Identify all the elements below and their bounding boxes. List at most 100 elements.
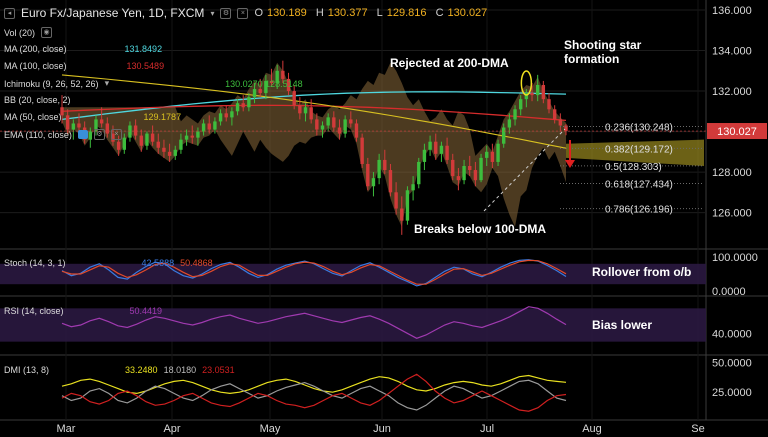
- chevron-down-icon[interactable]: ▾: [210, 8, 215, 18]
- close-icon[interactable]: ×: [237, 7, 249, 19]
- candle: [230, 107, 234, 126]
- adx-line: [61, 374, 567, 395]
- stoch-tick-label: 100.0000: [712, 252, 758, 264]
- indicator-value: 33.2480: [125, 365, 158, 375]
- candle: [235, 99, 240, 116]
- fib-label: 0.382(129.172): [605, 144, 673, 155]
- indicator-value: 50.4868: [180, 258, 213, 268]
- candle-body: [286, 78, 291, 92]
- high-label: H: [315, 7, 324, 19]
- time-tick-label: Jun: [373, 423, 391, 435]
- candle-body: [218, 113, 223, 122]
- candle-body: [388, 170, 393, 193]
- price-tick-label: 126.000: [712, 208, 752, 220]
- candle-body: [88, 131, 93, 140]
- candle: [88, 127, 93, 148]
- settings-icon[interactable]: ⚙: [220, 7, 232, 19]
- candle-body: [309, 107, 313, 120]
- candle-body: [213, 121, 217, 130]
- indicator-ma50[interactable]: MA (50, close) 129.1787: [4, 112, 181, 122]
- candle: [366, 157, 370, 191]
- candle-body: [451, 159, 455, 177]
- close-icon[interactable]: ×: [110, 129, 122, 140]
- candle: [564, 123, 568, 136]
- candle-body: [417, 161, 421, 185]
- last-price-tag: [707, 123, 767, 140]
- candle: [507, 113, 512, 134]
- candle: [179, 133, 183, 154]
- indicator-bb[interactable]: BB (20, close, 2): [4, 95, 71, 105]
- candle-body: [111, 133, 115, 142]
- candle: [535, 74, 540, 102]
- down-arrow-head: [565, 160, 575, 168]
- symbol-title[interactable]: Euro Fx/Japanese Yen, 1D, FXCM: [21, 6, 205, 20]
- indicator-label: Ichimoku (9, 26, 52, 26): [4, 78, 99, 89]
- candle: [332, 111, 336, 132]
- open-value: 130.189: [267, 7, 307, 19]
- candle-body: [252, 89, 257, 98]
- candle: [371, 172, 376, 197]
- candle: [258, 78, 262, 98]
- ohlc-values: O 130.189 H 130.377 L 129.816 C 130.027: [254, 7, 487, 19]
- candle-body: [343, 119, 347, 134]
- candle: [150, 125, 155, 146]
- indicator-vol[interactable]: Vol (20) ◉: [4, 27, 53, 38]
- grid-lines: [0, 0, 768, 421]
- chevron-down-icon[interactable]: ▾: [104, 78, 110, 88]
- eye-icon[interactable]: ◉: [41, 27, 53, 38]
- candle: [162, 139, 166, 158]
- candle-body: [468, 165, 472, 171]
- candle: [173, 145, 177, 160]
- indicator-value: 130.0270 128.5148: [225, 78, 303, 89]
- candle-body: [116, 141, 121, 150]
- candle-body: [94, 119, 98, 132]
- indicator-stoch[interactable]: Stoch (14, 3, 1) 42.5888 50.4868: [4, 258, 213, 268]
- collapse-icon[interactable]: ◂: [4, 7, 15, 19]
- candle-body: [326, 117, 330, 126]
- ma100-line: [61, 104, 567, 122]
- indicator-ma200[interactable]: MA (200, close) 131.8492: [4, 44, 162, 54]
- stoch-k-line: [61, 259, 567, 287]
- indicator-dmi[interactable]: DMI (13, 8) 33.2480 18.0180 23.0531: [4, 365, 235, 375]
- indicator-ichimoku[interactable]: Ichimoku (9, 26, 52, 26) ▾ 130.0270 128.51…: [4, 78, 303, 89]
- candle: [281, 60, 285, 83]
- indicator-rsi[interactable]: RSI (14, close) 50.4419: [4, 306, 162, 316]
- candle-body: [303, 107, 308, 114]
- candle: [552, 105, 557, 124]
- price-tick-label: 128.000: [712, 167, 752, 179]
- candle: [383, 149, 387, 175]
- cloud-projection: [566, 139, 704, 166]
- candle: [530, 82, 534, 102]
- high-value: 130.377: [327, 7, 368, 19]
- candle-body: [490, 151, 495, 162]
- price-tick-label: 132.000: [712, 86, 752, 98]
- visibility-icon[interactable]: [77, 130, 88, 139]
- settings-icon[interactable]: ⚙: [93, 129, 105, 140]
- candle-body: [139, 135, 143, 146]
- indicator-ema[interactable]: EMA (110, close) ⚙ ×: [4, 129, 122, 140]
- indicator-ma100[interactable]: MA (100, close) 130.5489: [4, 61, 164, 71]
- cloud-area: [62, 62, 566, 227]
- candle-body: [422, 149, 427, 162]
- candle-body: [405, 190, 410, 221]
- fib-label: 0.786(126.196): [605, 205, 673, 216]
- candle: [479, 153, 483, 183]
- candle-body: [281, 70, 285, 79]
- candle-body: [264, 80, 268, 94]
- candle-body: [145, 133, 149, 146]
- candle-body: [332, 117, 336, 128]
- candle-body: [275, 70, 279, 83]
- annotation-bias: Bias lower: [592, 318, 653, 332]
- annotation-breaks: Breaks below 100-DMA: [414, 222, 547, 236]
- candle-body: [128, 125, 132, 138]
- candle-body: [150, 133, 155, 142]
- candle-body: [411, 184, 415, 191]
- candle-body: [507, 119, 512, 128]
- candle: [394, 182, 398, 215]
- candle-body: [224, 113, 228, 118]
- candle-body: [258, 89, 262, 94]
- candle-body: [439, 145, 444, 154]
- candle-body: [445, 145, 449, 160]
- fib-label: 0.618(127.434): [605, 180, 673, 191]
